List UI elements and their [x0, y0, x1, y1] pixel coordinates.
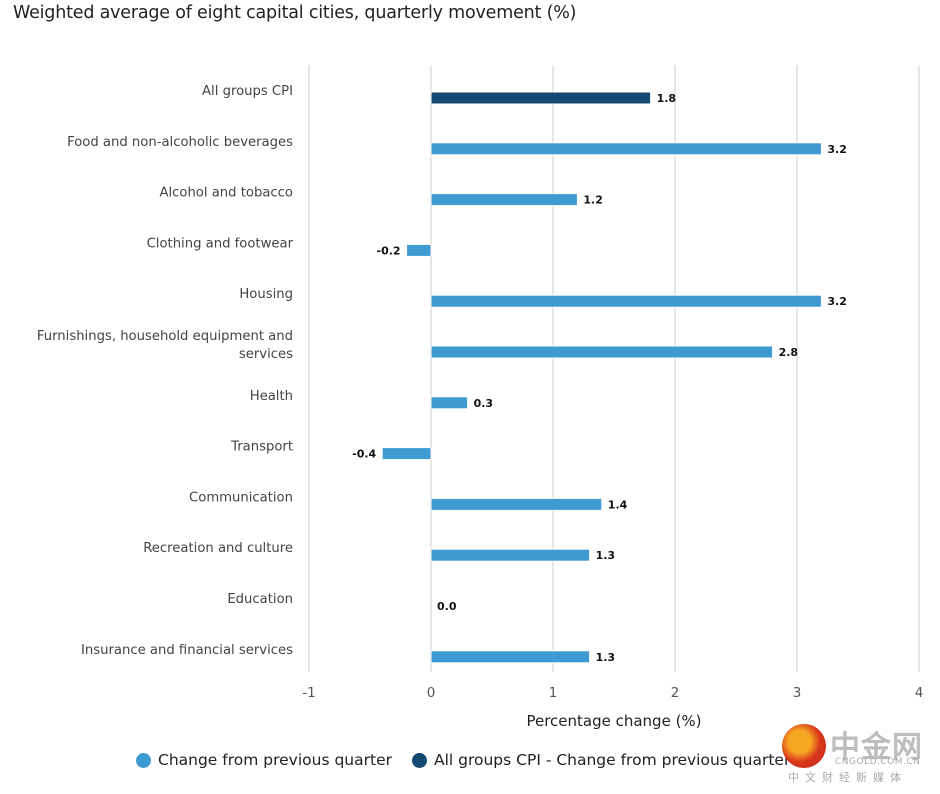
value-label: 0.0: [437, 600, 457, 613]
category-label: Communication: [189, 490, 293, 505]
category-label: All groups CPI: [202, 84, 293, 99]
legend-label-all-groups: All groups CPI - Change from previous qu…: [433, 751, 791, 769]
x-tick-label: 3: [793, 685, 802, 701]
watermark-brand: 中金网: [830, 730, 923, 765]
category-label: Insurance and financial services: [81, 643, 293, 658]
bars: [381, 91, 822, 664]
legend-marker-all-groups: [411, 752, 427, 768]
legend: Change from previous quarter All groups …: [136, 751, 810, 769]
category-label: Health: [250, 389, 293, 404]
watermark-tagline: 中文财经新媒体: [788, 771, 907, 784]
category-label: Housing: [239, 287, 293, 302]
category-labels: All groups CPI Food and non-alcoholic bev…: [37, 84, 294, 658]
x-axis-label: Percentage change (%): [526, 712, 701, 730]
x-tick-label: -1: [302, 685, 315, 701]
x-tick-label: 1: [549, 685, 558, 701]
value-label: -0.4: [352, 448, 376, 461]
watermark-domain: CNGOLD.COM.CN: [835, 757, 921, 767]
bar[interactable]: [430, 294, 822, 308]
category-label: Recreation and culture: [143, 541, 293, 556]
value-label: 1.3: [596, 549, 616, 562]
category-label: Transport: [230, 440, 293, 455]
legend-item-change[interactable]: Change from previous quarter: [136, 751, 392, 769]
bar[interactable]: [430, 497, 603, 511]
value-label: 0.3: [474, 397, 494, 410]
value-label: 3.2: [827, 295, 847, 308]
value-label: 2.8: [779, 346, 799, 359]
x-tick-label: 2: [671, 685, 680, 701]
watermark: 中金网 CNGOLD.COM.CN 中文财经新媒体: [780, 722, 940, 792]
bar[interactable]: [430, 396, 469, 410]
bar[interactable]: [406, 243, 432, 257]
value-labels: 1.8 3.2 1.2 -0.2 3.2 2.8 0.3 -0.4 1.4 1.3 0.0 1.3: [352, 92, 847, 664]
x-tick-labels: -1 0 1 2 3 4: [302, 685, 923, 701]
legend-item-all-groups[interactable]: All groups CPI - Change from previous qu…: [411, 751, 791, 769]
category-label: Education: [227, 592, 293, 607]
category-label: Clothing and footwear: [147, 236, 294, 251]
legend-label-change: Change from previous quarter: [158, 751, 392, 769]
x-tick-label: 0: [427, 685, 436, 701]
chart-title: Weighted average of eight capital cities…: [13, 3, 577, 23]
category-label: Furnishings, household equipment and serv…: [37, 329, 293, 362]
bar[interactable]: [430, 91, 652, 105]
bar[interactable]: [430, 650, 591, 664]
bar[interactable]: [430, 345, 774, 359]
gridlines: [308, 65, 920, 672]
value-label: 1.2: [583, 194, 603, 207]
value-label: 3.2: [827, 143, 847, 156]
legend-marker-change: [136, 752, 151, 768]
bar[interactable]: [381, 447, 432, 461]
bar[interactable]: [430, 548, 591, 562]
value-label: -0.2: [377, 244, 401, 257]
value-label: 1.8: [657, 92, 677, 105]
bar[interactable]: [430, 193, 578, 207]
value-label: 1.3: [596, 651, 616, 664]
category-label: Alcohol and tobacco: [159, 186, 293, 201]
value-label: 1.4: [608, 498, 628, 511]
cngold-logo-icon: [782, 724, 826, 768]
category-label: Food and non-alcoholic beverages: [67, 135, 293, 150]
bar[interactable]: [430, 142, 822, 156]
x-tick-label: 4: [915, 685, 924, 701]
